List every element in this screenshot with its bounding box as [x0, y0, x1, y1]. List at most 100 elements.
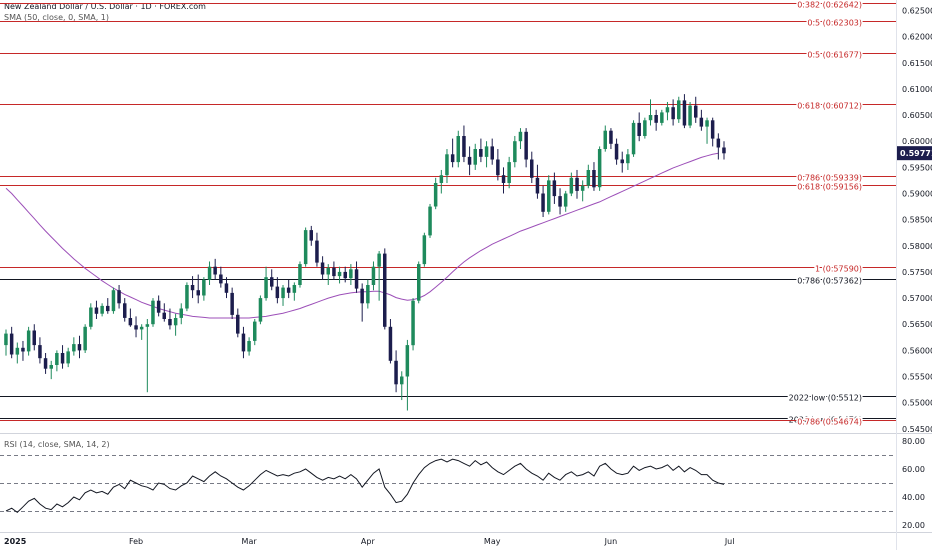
- candle: [332, 261, 336, 280]
- candle-body: [94, 307, 99, 314]
- sma-indicator-label[interactable]: SMA (50, close, 0, SMA, 1): [4, 13, 109, 22]
- candle: [405, 339, 410, 411]
- candle-body: [168, 319, 172, 326]
- level-label-5: 0.618 (0.59156): [797, 183, 862, 192]
- candle-body: [411, 300, 415, 346]
- candle-body: [213, 266, 217, 275]
- candle: [643, 117, 647, 139]
- candle-body: [575, 177, 579, 191]
- candle: [580, 180, 585, 202]
- price-tick-label: 0.60000: [902, 137, 932, 146]
- price-tick-label: 0.61000: [902, 85, 932, 94]
- candle-body: [270, 277, 274, 287]
- candle: [241, 326, 246, 359]
- candle-body: [530, 159, 534, 178]
- candle-body: [286, 287, 291, 293]
- candle: [264, 266, 268, 301]
- candle-body: [38, 345, 42, 359]
- candle-body: [15, 347, 20, 355]
- candle-body: [72, 344, 76, 352]
- time-tick-label: 2025: [4, 537, 27, 546]
- rsi-indicator-label[interactable]: RSI (14, close, SMA, 14, 2): [4, 440, 110, 449]
- candle: [100, 303, 104, 317]
- candle: [145, 318, 150, 393]
- candle-body: [224, 283, 229, 293]
- last-price-label: 0.59771: [900, 149, 932, 158]
- level-label-10: 0.786 (0.54674): [797, 418, 862, 427]
- candle-body: [513, 141, 517, 163]
- candle-body: [371, 266, 376, 285]
- candle: [292, 282, 297, 301]
- candle-body: [32, 330, 36, 346]
- candle-body: [173, 318, 178, 326]
- candle: [49, 360, 53, 380]
- candle: [247, 337, 251, 356]
- price-tick-label: 0.55500: [902, 373, 932, 382]
- price-tick-label: 0.55000: [902, 399, 932, 408]
- candle: [620, 151, 624, 173]
- candle-body: [722, 147, 726, 154]
- price-tick-label: 0.58000: [902, 242, 932, 251]
- candle: [496, 149, 500, 181]
- candle-body: [298, 264, 302, 285]
- candle: [654, 109, 658, 131]
- candle: [388, 318, 393, 364]
- candle: [123, 298, 127, 322]
- candle-body: [552, 180, 557, 197]
- candle-body: [547, 180, 551, 212]
- candle: [207, 261, 212, 286]
- candle: [592, 162, 596, 191]
- candle: [275, 277, 280, 304]
- time-tick-label: Feb: [129, 537, 143, 546]
- candle: [479, 138, 483, 163]
- candle: [38, 337, 42, 364]
- candle: [597, 146, 602, 191]
- candle-body: [694, 105, 698, 118]
- candle: [507, 156, 511, 189]
- candle-body: [303, 230, 308, 265]
- candle: [286, 279, 291, 299]
- candle-body: [383, 253, 387, 327]
- candle-body: [473, 149, 477, 165]
- candle-body: [400, 376, 404, 385]
- candle: [168, 308, 172, 330]
- candle-body: [366, 285, 370, 304]
- candle: [15, 342, 20, 364]
- candle: [162, 303, 166, 322]
- candle: [377, 251, 381, 301]
- candle-body: [490, 146, 494, 160]
- candle: [631, 120, 636, 157]
- candle: [462, 125, 466, 163]
- price-tick-label: 0.59500: [902, 163, 932, 172]
- candle: [575, 169, 579, 199]
- level-label-8: 2022 low (0.5512): [789, 394, 862, 403]
- candle-body: [388, 326, 393, 361]
- candle-body: [433, 183, 438, 207]
- candle: [467, 146, 472, 176]
- candle-body: [320, 262, 325, 275]
- candle: [716, 133, 721, 160]
- candle-body: [343, 271, 347, 279]
- candle: [501, 167, 506, 194]
- candle-body: [196, 290, 200, 296]
- time-tick-label: Jun: [604, 537, 618, 546]
- candle-body: [456, 136, 460, 163]
- candle: [89, 303, 93, 330]
- candle: [428, 203, 432, 238]
- time-tick-label: May: [484, 537, 501, 546]
- candle-body: [405, 345, 410, 377]
- candle-body: [422, 235, 427, 265]
- candle: [513, 135, 517, 168]
- candle-body: [309, 230, 313, 241]
- candle-body: [648, 115, 653, 121]
- candle-body: [337, 271, 342, 277]
- candle: [541, 185, 545, 218]
- candle-body: [83, 326, 87, 351]
- candle-body: [450, 154, 455, 163]
- candle-body: [151, 300, 155, 325]
- candle-body: [134, 325, 138, 330]
- candle: [117, 285, 121, 309]
- candle: [111, 287, 116, 314]
- candle: [665, 101, 670, 121]
